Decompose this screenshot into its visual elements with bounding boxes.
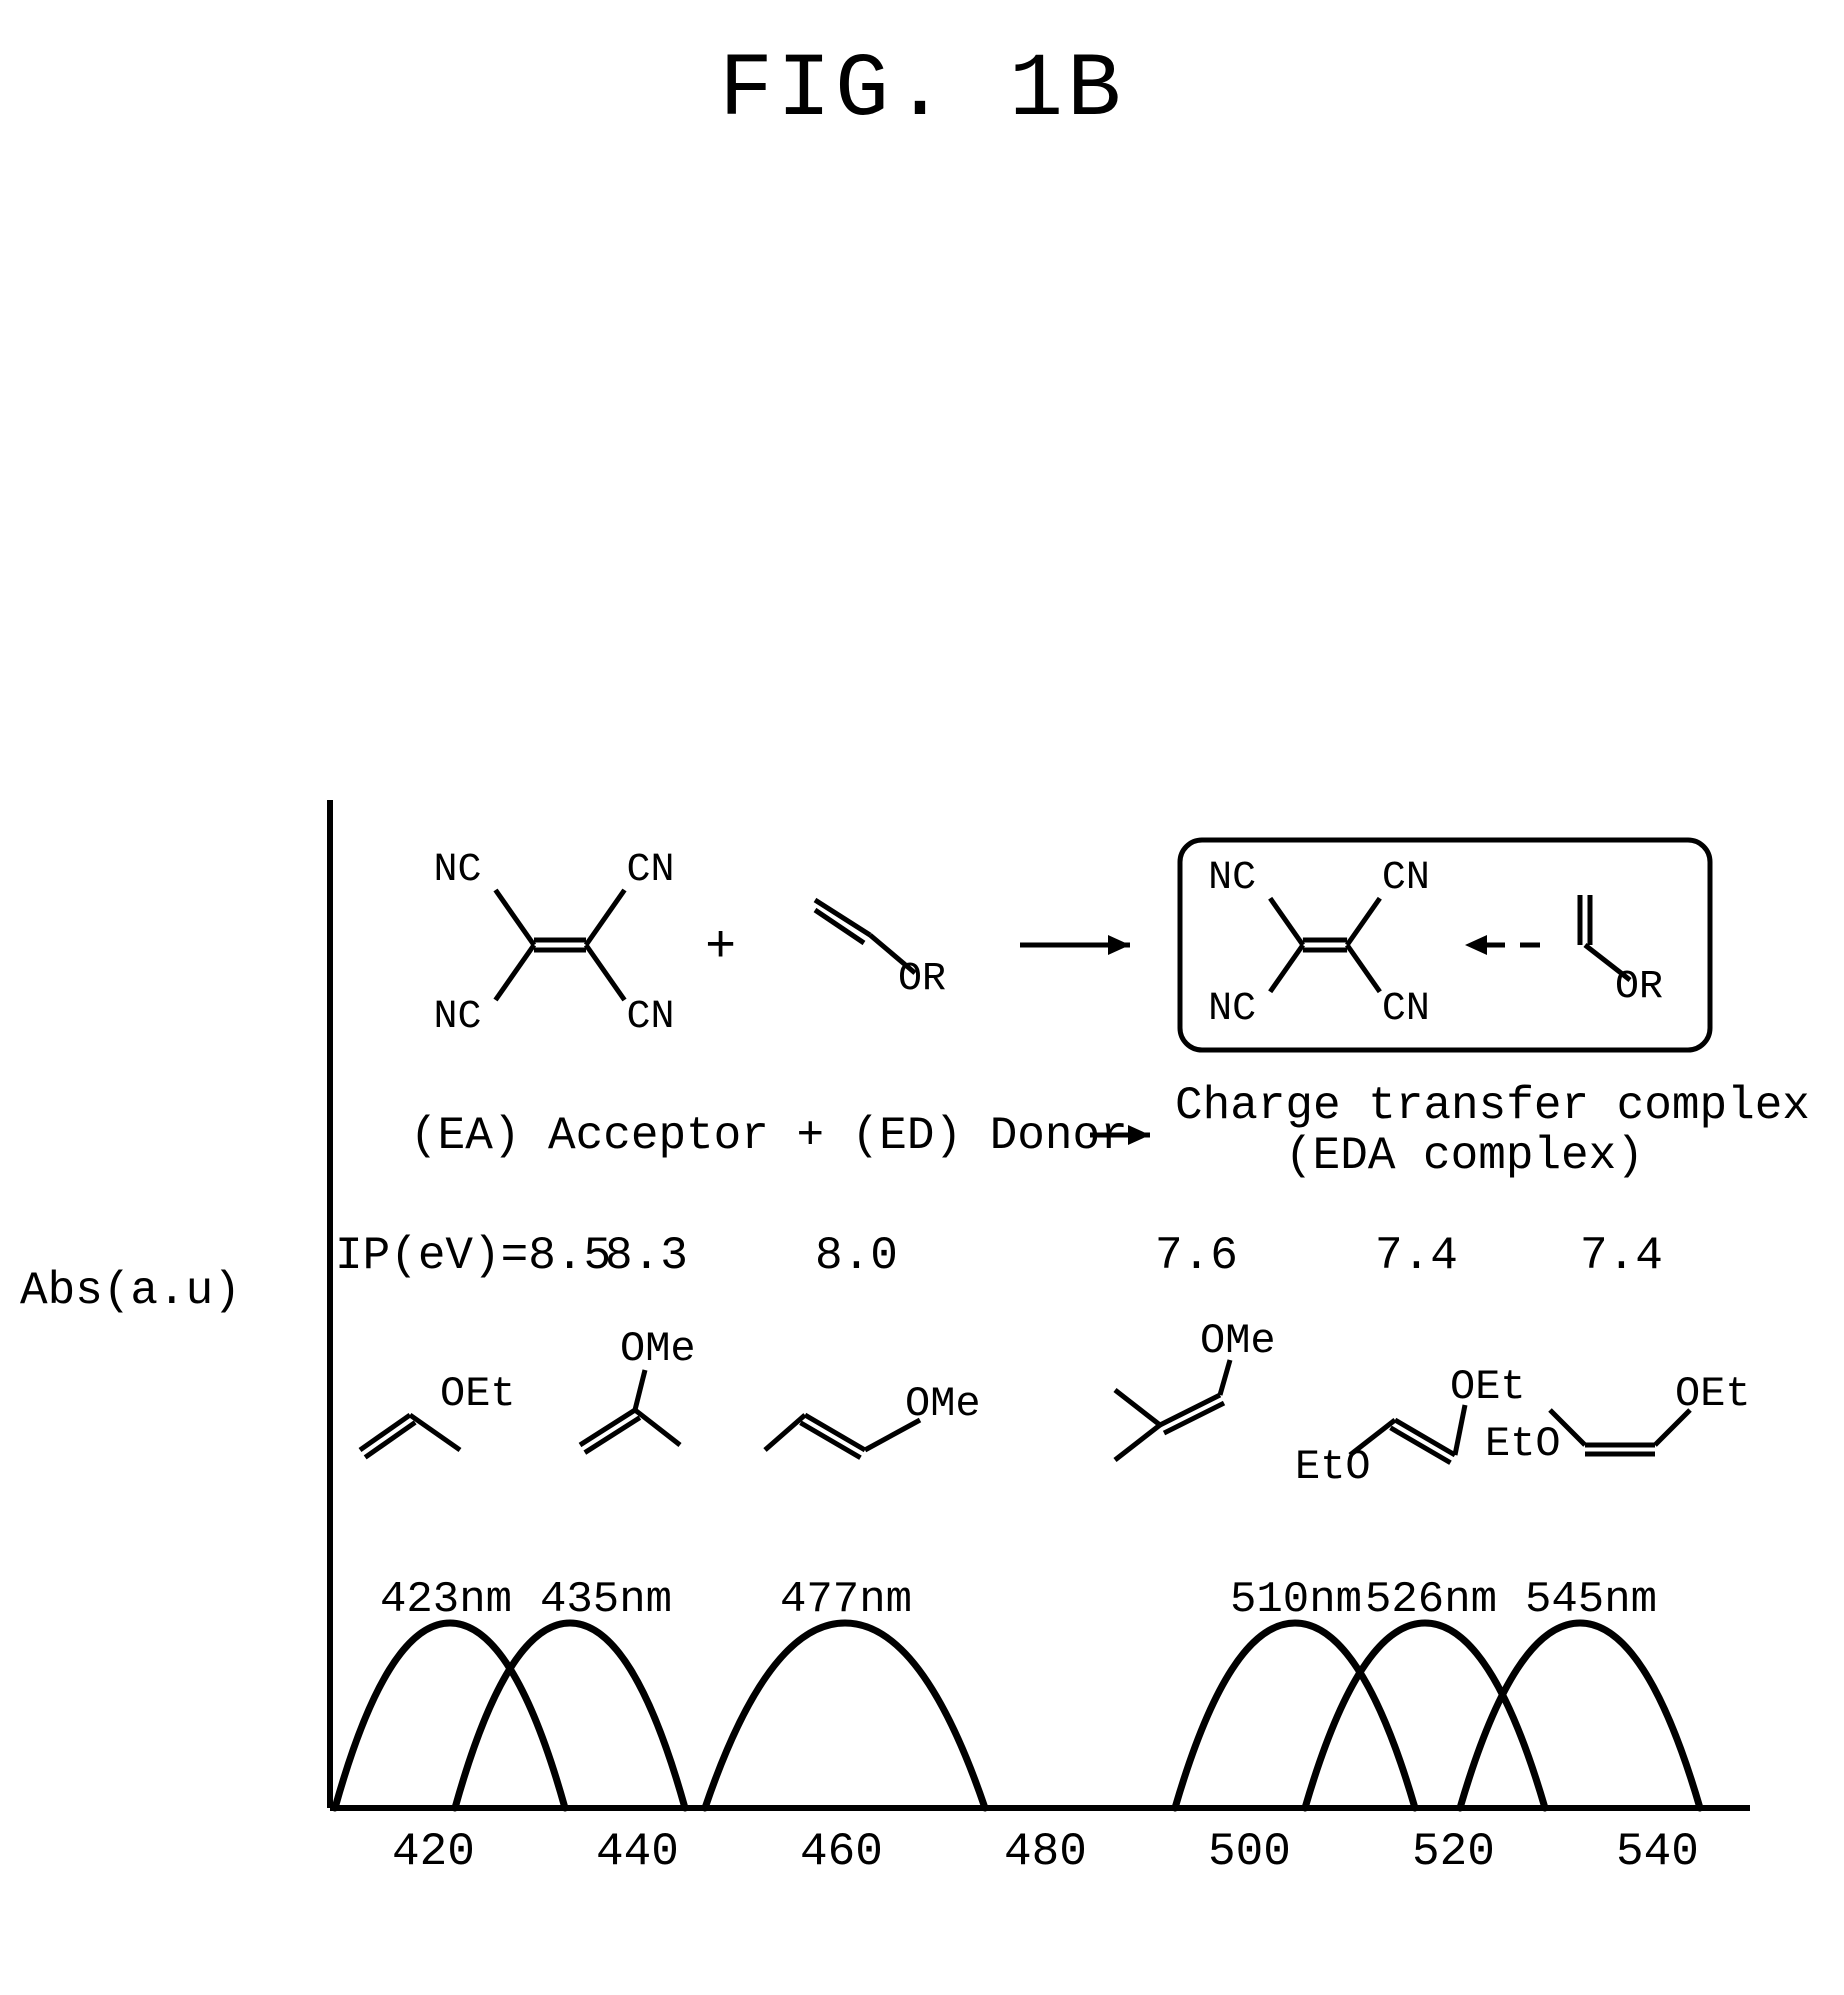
- peak-wavelength-label: 435nm: [540, 1575, 672, 1625]
- y-axis-label: Abs(a.u): [20, 1265, 241, 1317]
- group-label: EtO: [1485, 1420, 1561, 1468]
- x-tick-label: 440: [596, 1826, 679, 1878]
- figure-title: FIG. 1B: [0, 40, 1844, 142]
- cn-label: CN: [627, 995, 675, 1040]
- cn-label: NC: [1208, 856, 1256, 901]
- spectrum-plot: 420440460480500520540 NCCNNCCN+ORNCCNNCC…: [250, 800, 1750, 1850]
- cn-label: CN: [627, 848, 675, 893]
- group-label: EtO: [1295, 1443, 1371, 1491]
- cn-label: CN: [1382, 856, 1430, 901]
- cn-label: CN: [1382, 987, 1430, 1032]
- group-label: OMe: [620, 1325, 696, 1373]
- x-tick-label: 540: [1616, 1826, 1699, 1878]
- or-label: OR: [898, 957, 946, 1002]
- x-tick-label: 520: [1412, 1826, 1495, 1878]
- group-label: OEt: [440, 1370, 516, 1418]
- peak-wavelength-label: 526nm: [1365, 1575, 1497, 1625]
- plus-sign: +: [705, 918, 736, 977]
- equation-left: (EA) Acceptor + (ED) Donor: [410, 1110, 1128, 1162]
- ip-value: 8.3: [605, 1230, 688, 1282]
- cn-label: NC: [434, 995, 482, 1040]
- x-tick-label: 500: [1208, 1826, 1291, 1878]
- equation-right-bot: (EDA complex): [1285, 1130, 1644, 1182]
- ip-value: 7.4: [1375, 1230, 1458, 1282]
- peak-wavelength-label: 545nm: [1525, 1575, 1657, 1625]
- x-tick-label: 460: [800, 1826, 883, 1878]
- peak-wavelength-label: 477nm: [780, 1575, 912, 1625]
- cn-label: NC: [434, 848, 482, 893]
- peak-wavelength-label: 423nm: [380, 1575, 512, 1625]
- group-label: OEt: [1450, 1363, 1526, 1411]
- equation-right-top: Charge transfer complex: [1175, 1080, 1810, 1132]
- ip-value: 7.4: [1580, 1230, 1663, 1282]
- plot-svg: [250, 800, 1800, 1920]
- ip-value: IP(eV)=8.5: [335, 1230, 611, 1282]
- x-tick-label: 480: [1004, 1826, 1087, 1878]
- peak-wavelength-label: 510nm: [1230, 1575, 1362, 1625]
- ip-value: 8.0: [815, 1230, 898, 1282]
- cn-label: NC: [1208, 987, 1256, 1032]
- or-label: OR: [1615, 965, 1663, 1010]
- group-label: OMe: [905, 1380, 981, 1428]
- x-tick-label: 420: [392, 1826, 475, 1878]
- ip-value: 7.6: [1155, 1230, 1238, 1282]
- group-label: OMe: [1200, 1317, 1276, 1365]
- group-label: OEt: [1675, 1370, 1751, 1418]
- figure-page: FIG. 1B Abs(a.u) 420 440 460 480 500 520 540 N…: [0, 0, 1844, 1995]
